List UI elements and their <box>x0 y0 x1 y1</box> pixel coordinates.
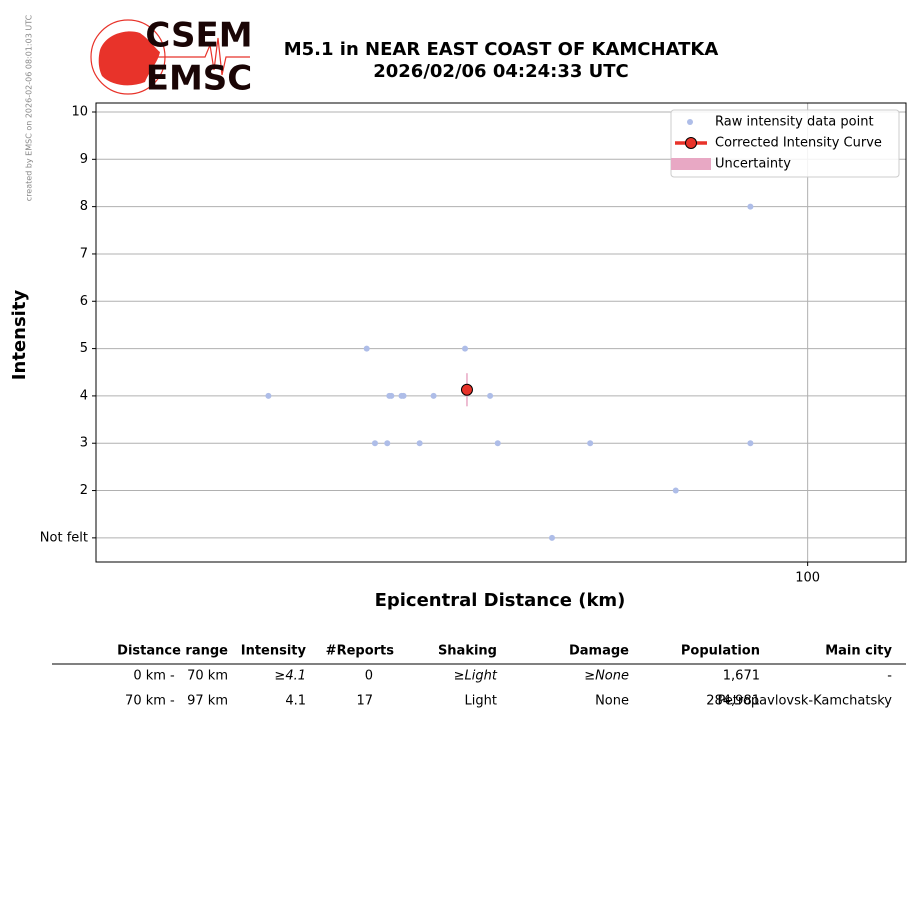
data-point <box>430 392 437 399</box>
plot-frame <box>95 102 907 563</box>
y-tick-label: 4 <box>80 388 88 403</box>
corrected-point <box>460 383 473 396</box>
data-point <box>549 534 556 541</box>
credit: created by EMSC on 2026-02-06 08:01:03 U… <box>25 14 34 201</box>
data-point <box>494 440 501 447</box>
y-tick-label: 3 <box>80 436 88 451</box>
data-point <box>371 440 378 447</box>
data-point <box>416 440 423 447</box>
data-point <box>672 487 679 494</box>
table-cell: 1,671 <box>723 669 760 684</box>
table-cell: Light <box>465 694 497 709</box>
logo-bottom: EMSC <box>146 59 253 99</box>
logo-top: CSEM <box>145 16 252 56</box>
data-point <box>363 345 370 352</box>
x-axis-label: Epicentral Distance (km) <box>375 590 626 611</box>
legend-label: Raw intensity data point <box>715 115 874 130</box>
data-point <box>265 392 272 399</box>
table-cell: 0 <box>365 669 373 684</box>
table-header: Distance range <box>117 644 228 659</box>
table-header: Population <box>681 644 760 659</box>
table-cell: ≥Light <box>454 669 498 684</box>
data-point <box>384 440 391 447</box>
table-header: Intensity <box>241 644 307 659</box>
data-point <box>587 440 594 447</box>
y-tick-label: 7 <box>80 246 88 261</box>
table-cell: 17 <box>356 694 373 709</box>
table-header: Shaking <box>438 644 497 659</box>
data-point <box>388 392 395 399</box>
table-cell: ≥None <box>584 669 629 684</box>
legend-label: Uncertainty <box>715 157 791 172</box>
table-cell: 0 km - 70 km <box>133 669 228 684</box>
y-tick-label: Not felt <box>40 530 88 545</box>
y-tick-label: 9 <box>80 152 88 167</box>
y-tick-label: 8 <box>80 199 88 214</box>
table-header: #Reports <box>326 644 395 659</box>
data-point <box>462 345 469 352</box>
legend-marker <box>685 137 697 149</box>
x-tick-label: 100 <box>795 571 820 586</box>
data-point <box>747 203 754 210</box>
table-cell: 284,981 <box>706 694 760 709</box>
y-tick-label: 10 <box>71 104 88 119</box>
table-cell: Petropavlovsk-Kamchatsky <box>717 694 892 709</box>
table-cell: ≥4.1 <box>274 669 306 684</box>
chart-subtitle: 2026/02/06 04:24:33 UTC <box>373 61 629 82</box>
chart-title: M5.1 in NEAR EAST COAST OF KAMCHATKA <box>284 39 719 60</box>
y-tick-label: 5 <box>80 341 88 356</box>
logo: CSEM EMSC <box>90 16 253 99</box>
legend-swatch <box>671 158 711 170</box>
table-cell: 70 km - 97 km <box>125 694 228 709</box>
table-cell: 4.1 <box>285 694 306 709</box>
table-header: Damage <box>569 644 629 659</box>
data-point <box>487 392 494 399</box>
y-tick-label: 6 <box>80 294 88 309</box>
legend-marker <box>687 119 693 125</box>
legend-box <box>670 109 900 178</box>
table-header: Main city <box>825 644 892 659</box>
y-axis-label: Intensity <box>9 290 30 381</box>
data-point <box>747 440 754 447</box>
table-cell: None <box>595 694 629 709</box>
y-tick-label: 2 <box>80 483 88 498</box>
legend-label: Corrected Intensity Curve <box>715 136 882 151</box>
table-cell: - <box>887 669 892 684</box>
data-point <box>400 392 407 399</box>
